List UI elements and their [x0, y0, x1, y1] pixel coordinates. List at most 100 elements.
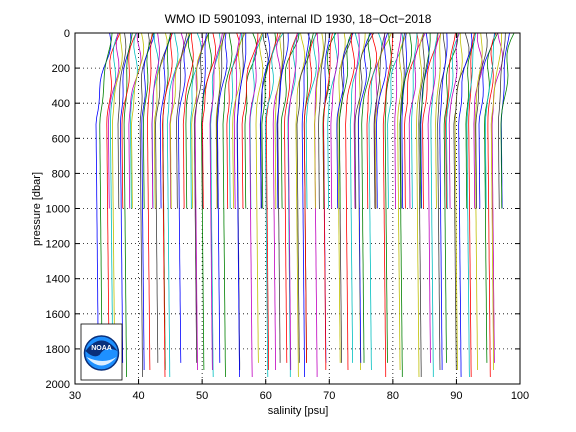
profile-line: [215, 33, 226, 209]
profile-line: [232, 33, 246, 209]
profile-line: [384, 33, 392, 363]
profile-line: [261, 33, 277, 209]
logo-text: NOAA: [91, 345, 112, 352]
noaa-logo: NOAA: [80, 323, 123, 381]
profile-line: [228, 33, 242, 209]
profile-line: [318, 33, 326, 209]
profile-line: [166, 33, 179, 378]
profile-line: [296, 33, 312, 363]
profile-line: [155, 33, 171, 363]
profile-line: [201, 33, 213, 371]
profile-line: [374, 33, 392, 209]
profile-line: [500, 33, 515, 209]
profile-line: [437, 33, 447, 371]
profile-line: [176, 33, 188, 209]
profile-line: [123, 33, 133, 377]
profile-line: [130, 33, 138, 209]
profile-line: [259, 33, 271, 209]
profile-line: [401, 33, 408, 209]
profile-line: [141, 33, 155, 370]
profile-line: [178, 33, 191, 363]
profile-line: [484, 33, 496, 209]
x-tick-label: 70: [323, 390, 335, 402]
y-tick-label: 0: [64, 28, 70, 40]
profiles-layer: [95, 33, 515, 378]
profile-line: [284, 33, 298, 363]
profile-line: [475, 33, 488, 209]
y-axis-label: pressure [dbar]: [31, 172, 43, 246]
profile-line: [353, 33, 360, 209]
profile-line: [422, 33, 439, 209]
profile-line: [314, 33, 324, 209]
y-tick-label: 1200: [46, 239, 70, 251]
profile-line: [466, 33, 476, 378]
profile-line: [280, 33, 300, 209]
profile-line: [142, 33, 154, 209]
profile-line: [265, 33, 279, 370]
profile-line: [162, 33, 173, 378]
profile-line: [374, 33, 386, 209]
profile-line: [193, 33, 210, 363]
y-tick-label: 800: [52, 168, 70, 180]
profile-line: [474, 33, 483, 371]
x-tick-label: 30: [69, 390, 81, 402]
profile-line: [361, 33, 372, 363]
profile-line: [241, 33, 259, 209]
profile-line: [159, 33, 173, 209]
profile-line: [131, 33, 145, 209]
profile-line: [303, 33, 318, 363]
profile-line: [338, 33, 352, 209]
profile-line: [202, 33, 216, 209]
profile-line: [128, 33, 142, 209]
profile-line: [427, 33, 442, 363]
profile-line: [387, 33, 404, 209]
profile-line: [107, 33, 120, 209]
profile-line: [323, 33, 333, 370]
profile-line: [287, 33, 300, 377]
profile-line: [394, 33, 402, 209]
y-tick-label: 1000: [46, 204, 70, 216]
profile-line: [216, 33, 225, 209]
profile-line: [301, 33, 310, 377]
profile-line: [233, 33, 241, 209]
profile-line: [276, 33, 289, 209]
grid-layer: [75, 33, 520, 384]
x-tick-label: 90: [450, 390, 462, 402]
profile-line: [366, 33, 378, 209]
profile-line: [322, 33, 337, 209]
profile-line: [249, 33, 263, 378]
y-tick-label: 200: [52, 63, 70, 75]
profile-line: [445, 33, 456, 209]
profile-line: [277, 33, 285, 363]
profile-line: [373, 33, 386, 209]
x-tick-label: 40: [132, 390, 144, 402]
profile-line: [411, 33, 418, 209]
logo-bird: [85, 340, 118, 357]
profile-line: [95, 33, 112, 378]
profile-line: [190, 33, 202, 209]
profile-line: [295, 33, 306, 378]
profile-line: [222, 33, 233, 377]
profile-line: [418, 33, 425, 377]
profile-line: [99, 33, 113, 363]
y-tick-label: 2000: [46, 379, 70, 391]
profile-line: [473, 33, 483, 209]
y-tick-label: 1600: [46, 309, 70, 321]
profile-line: [354, 33, 375, 209]
profile-line: [382, 33, 393, 377]
profile-line: [448, 33, 460, 209]
profile-line: [453, 33, 470, 371]
profile-line: [416, 33, 424, 378]
profile-line: [217, 33, 228, 363]
profile-line: [487, 33, 497, 378]
profile-line: [236, 33, 247, 378]
profile-line: [439, 33, 448, 370]
profile-line: [419, 33, 431, 209]
profile-line: [264, 33, 284, 378]
profile-line: [368, 33, 383, 371]
profile-line: [119, 33, 132, 363]
profile-line: [420, 33, 430, 209]
profile-line: [376, 33, 388, 209]
profile-line: [358, 33, 372, 363]
